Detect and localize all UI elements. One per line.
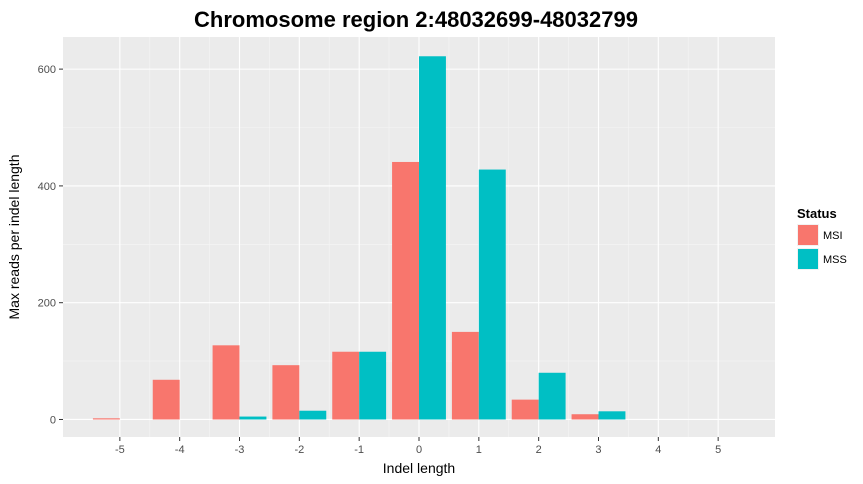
y-axis: 0 200 400 600 bbox=[38, 64, 63, 426]
bar-mss-0 bbox=[419, 56, 446, 420]
bar-mss--1 bbox=[359, 351, 387, 420]
bar-msi--2 bbox=[272, 365, 300, 420]
bar-msi-1 bbox=[451, 331, 479, 420]
x-tick-label: -1 bbox=[354, 444, 364, 456]
bar-msi--5 bbox=[92, 418, 120, 420]
bar-msi--1 bbox=[332, 351, 360, 420]
chart-title: Chromosome region 2:48032699-48032799 bbox=[194, 7, 638, 32]
x-tick-label: -2 bbox=[294, 444, 304, 456]
x-tick-label: 5 bbox=[715, 444, 721, 456]
x-tick-label: 3 bbox=[595, 444, 601, 456]
x-tick-label: 2 bbox=[536, 444, 542, 456]
bar-msi-3 bbox=[571, 414, 599, 420]
x-tick-label: -3 bbox=[235, 444, 245, 456]
x-tick-label: -4 bbox=[175, 444, 185, 456]
x-tick-label: -5 bbox=[115, 444, 125, 456]
bar-msi--3 bbox=[212, 345, 240, 420]
legend-title: Status bbox=[797, 206, 837, 221]
x-tick-label: 0 bbox=[416, 444, 422, 456]
legend-swatch-mss bbox=[798, 249, 818, 269]
y-tick-label: 400 bbox=[38, 181, 56, 193]
bar-mss-3 bbox=[598, 411, 626, 420]
bar-mss--2 bbox=[299, 410, 327, 420]
legend-label-mss: MSS bbox=[823, 254, 847, 266]
y-axis-title: Max reads per indel length bbox=[6, 155, 22, 320]
bar-msi--4 bbox=[152, 379, 180, 420]
bar-mss-1 bbox=[478, 169, 506, 420]
bars bbox=[92, 56, 626, 420]
x-tick-label: 4 bbox=[655, 444, 661, 456]
x-tick-label: 1 bbox=[476, 444, 482, 456]
y-tick-label: 200 bbox=[38, 298, 56, 310]
bar-msi-0 bbox=[392, 161, 419, 420]
x-axis-title: Indel length bbox=[383, 460, 455, 476]
bar-msi-2 bbox=[511, 399, 539, 420]
y-tick-label: 600 bbox=[38, 64, 56, 76]
x-axis: -5 -4 -3 -2 -1 0 1 2 3 4 5 bbox=[115, 437, 721, 456]
bar-mss--3 bbox=[239, 416, 267, 420]
legend: Status MSI MSS bbox=[797, 206, 847, 270]
bar-mss-2 bbox=[538, 372, 566, 420]
y-tick-label: 0 bbox=[50, 414, 56, 426]
legend-swatch-msi bbox=[798, 225, 818, 245]
legend-label-msi: MSI bbox=[823, 230, 843, 242]
